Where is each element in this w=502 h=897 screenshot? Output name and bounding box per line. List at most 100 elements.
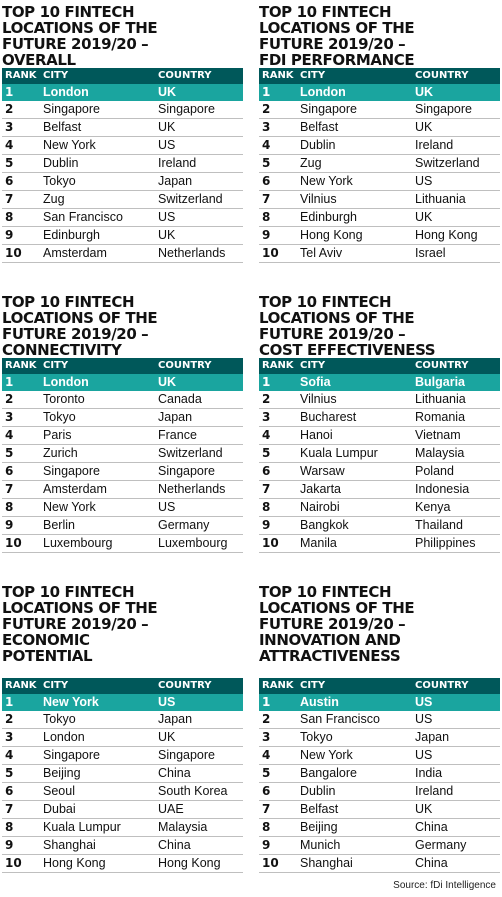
table-row: 7 Jakarta Indonesia <box>259 480 500 499</box>
title-line: ATTRACTIVENESS <box>259 647 401 665</box>
rank-cell: 2 <box>2 711 40 729</box>
rank-cell: 7 <box>2 480 40 499</box>
country-cell: US <box>412 746 500 765</box>
country-cell: Singapore <box>155 462 243 481</box>
city-cell: Hong Kong <box>40 854 155 873</box>
city-cell: Hanoi <box>297 426 412 445</box>
table-row: 9 Munich Germany <box>259 836 500 855</box>
city-cell: Singapore <box>297 101 412 119</box>
table-row: 6 Tokyo Japan <box>2 172 243 191</box>
country-cell: France <box>155 426 243 445</box>
city-cell: Zurich <box>40 444 155 463</box>
panel-economic-potential: TOP 10 FINTECH LOCATIONS OF THE FUTURE 2… <box>2 584 243 873</box>
table-row: 2 Vilnius Lithuania <box>259 391 500 409</box>
title-line: FDI PERFORMANCE <box>259 51 415 68</box>
country-cell: Israel <box>412 244 500 263</box>
rank-cell: 2 <box>2 101 40 119</box>
ranking-table: RANK CITY COUNTRY 1 Sofia Bulgaria 2 Vilnius… <box>259 358 500 553</box>
table-row: 5 Kuala Lumpur Malaysia <box>259 444 500 463</box>
title-line: ECONOMIC <box>2 631 90 649</box>
country-cell: Romania <box>412 408 500 427</box>
country-cell: China <box>155 764 243 783</box>
city-cell: Amsterdam <box>40 480 155 499</box>
table-row: 10 Tel Aviv Israel <box>259 244 500 263</box>
title-line: TOP 10 FINTECH <box>2 294 135 311</box>
table-row: 8 Edinburgh UK <box>259 208 500 227</box>
country-cell: Switzerland <box>155 444 243 463</box>
city-cell: Tokyo <box>40 711 155 729</box>
city-cell: San Francisco <box>40 208 155 227</box>
rank-cell: 1 <box>259 84 297 101</box>
header-city: CITY <box>297 678 412 694</box>
table-row: 9 Bangkok Thailand <box>259 516 500 535</box>
country-cell: India <box>412 764 500 783</box>
table-row: 6 New York US <box>259 172 500 191</box>
country-cell: US <box>412 172 500 191</box>
country-cell: Canada <box>155 391 243 409</box>
table-row: 6 Dublin Ireland <box>259 782 500 801</box>
country-cell: Japan <box>155 408 243 427</box>
country-cell: US <box>155 694 243 711</box>
panel-overall: TOP 10 FINTECH LOCATIONS OF THE FUTURE 2… <box>2 4 243 263</box>
city-cell: London <box>40 374 155 391</box>
country-cell: Lithuania <box>412 391 500 409</box>
title-line: TOP 10 FINTECH <box>2 4 135 21</box>
title-line: LOCATIONS OF THE <box>2 19 158 37</box>
table-row: 4 Paris France <box>2 426 243 445</box>
rank-cell: 3 <box>259 118 297 137</box>
header-city: CITY <box>40 68 155 84</box>
table-header-row: RANK CITY COUNTRY <box>259 358 500 374</box>
city-cell: Zug <box>297 154 412 173</box>
rank-cell: 10 <box>2 244 40 263</box>
country-cell: Malaysia <box>155 818 243 837</box>
ranking-table: RANK CITY COUNTRY 1 London UK 2 Singapore Sin… <box>259 68 500 263</box>
country-cell: US <box>155 208 243 227</box>
rank-cell: 9 <box>2 516 40 535</box>
city-cell: Kuala Lumpur <box>40 818 155 837</box>
country-cell: Philippines <box>412 534 500 553</box>
table-row: 4 New York US <box>259 746 500 765</box>
table-row: 10 Amsterdam Netherlands <box>2 244 243 263</box>
country-cell: UK <box>412 800 500 819</box>
panel-connectivity: TOP 10 FINTECH LOCATIONS OF THE FUTURE 2… <box>2 294 243 553</box>
city-cell: London <box>297 84 412 101</box>
rank-cell: 4 <box>2 136 40 155</box>
rank-cell: 2 <box>2 391 40 409</box>
rank-cell: 10 <box>259 244 297 263</box>
rank-cell: 6 <box>2 172 40 191</box>
table-row: 8 New York US <box>2 498 243 517</box>
rank-cell: 9 <box>259 226 297 245</box>
country-cell: Malaysia <box>412 444 500 463</box>
panel-innovation-attractiveness: TOP 10 FINTECH LOCATIONS OF THE FUTURE 2… <box>259 584 500 873</box>
title-line: FUTURE 2019/20 – <box>2 35 149 53</box>
city-cell: New York <box>297 172 412 191</box>
city-cell: Warsaw <box>297 462 412 481</box>
header-country: COUNTRY <box>412 358 500 374</box>
city-cell: Tel Aviv <box>297 244 412 263</box>
city-cell: Belfast <box>40 118 155 137</box>
panel-title: TOP 10 FINTECH LOCATIONS OF THE FUTURE 2… <box>2 4 243 68</box>
rank-cell: 8 <box>2 818 40 837</box>
title-line: TOP 10 FINTECH <box>2 584 135 601</box>
city-cell: Zug <box>40 190 155 209</box>
rank-cell: 3 <box>2 118 40 137</box>
title-line: LOCATIONS OF THE <box>259 599 415 617</box>
city-cell: Shanghai <box>40 836 155 855</box>
table-row: 9 Shanghai China <box>2 836 243 855</box>
header-country: COUNTRY <box>412 678 500 694</box>
city-cell: Sofia <box>297 374 412 391</box>
city-cell: Belfast <box>297 118 412 137</box>
country-cell: Switzerland <box>412 154 500 173</box>
city-cell: New York <box>40 694 155 711</box>
city-cell: London <box>40 728 155 747</box>
title-line: TOP 10 FINTECH <box>259 584 392 601</box>
rank-cell: 10 <box>259 854 297 873</box>
rank-cell: 10 <box>259 534 297 553</box>
country-cell: Ireland <box>412 782 500 801</box>
table-row: 7 Belfast UK <box>259 800 500 819</box>
table-row: 9 Hong Kong Hong Kong <box>259 226 500 245</box>
title-line: FUTURE 2019/20 – <box>2 325 149 343</box>
city-cell: Jakarta <box>297 480 412 499</box>
country-cell: UK <box>155 118 243 137</box>
rank-cell: 1 <box>259 374 297 391</box>
